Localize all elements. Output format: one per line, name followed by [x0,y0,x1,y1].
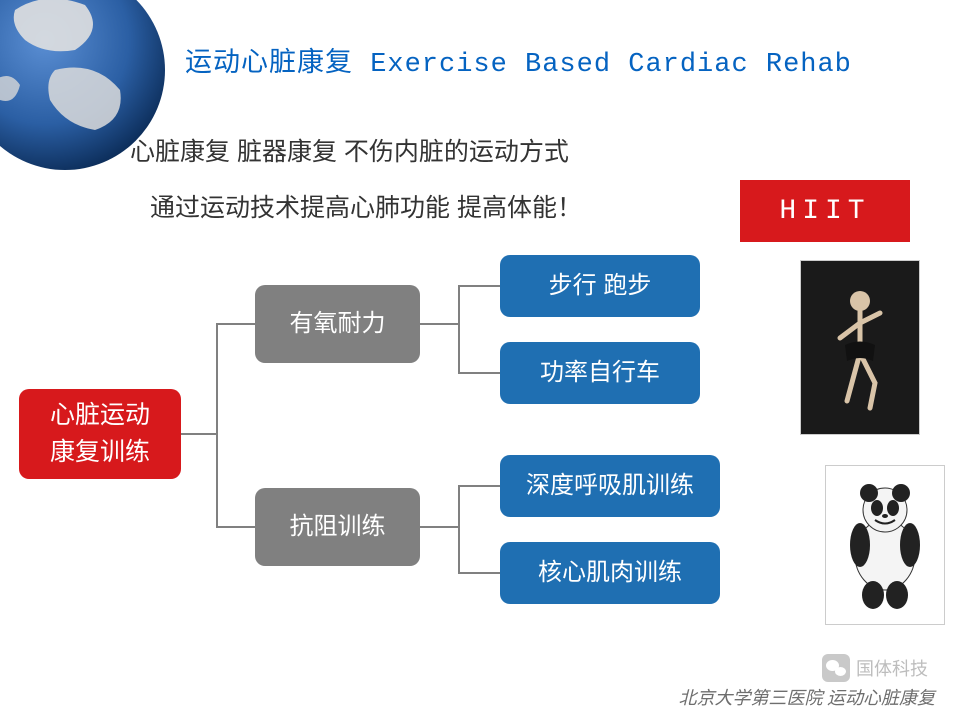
tree-mid-resist: 抗阻训练 [255,488,420,566]
hiit-label: HIIT [779,196,870,227]
tree-root-node: 心脏运动 康复训练 [19,389,181,479]
wechat-watermark: 国体科技 [822,654,928,682]
tree-leaf-bike: 功率自行车 [500,342,700,404]
tree-leaf-walk-run: 步行 跑步 [500,255,700,317]
subtitle-line-1: 心脏康复 脏器康复 不伤内脏的运动方式 [130,132,569,168]
subtitle-line-2: 通过运动技术提高心肺功能 提高体能！ [150,188,582,224]
tree-root-label: 心脏运动 康复训练 [50,397,150,472]
tree-mid-label: 有氧耐力 [290,306,386,342]
tree-leaf-label: 深度呼吸肌训练 [526,468,694,504]
side-image-dancer [800,260,920,435]
wechat-icon [822,654,850,682]
footer-attribution: 北京大学第三医院 运动心脏康复 [679,684,936,710]
tree-leaf-breath: 深度呼吸肌训练 [500,455,720,517]
slide-title: 运动心脏康复 Exercise Based Cardiac Rehab [185,40,852,80]
tree-leaf-core: 核心肌肉训练 [500,542,720,604]
tree-mid-aerobic: 有氧耐力 [255,285,420,363]
watermark-label: 国体科技 [856,655,928,681]
tree-mid-label: 抗阻训练 [290,509,386,545]
hiit-badge: HIIT [740,180,910,242]
tree-leaf-label: 核心肌肉训练 [538,555,682,591]
tree-leaf-label: 功率自行车 [540,355,660,391]
side-image-panda [825,465,945,625]
tree-leaf-label: 步行 跑步 [549,268,652,304]
